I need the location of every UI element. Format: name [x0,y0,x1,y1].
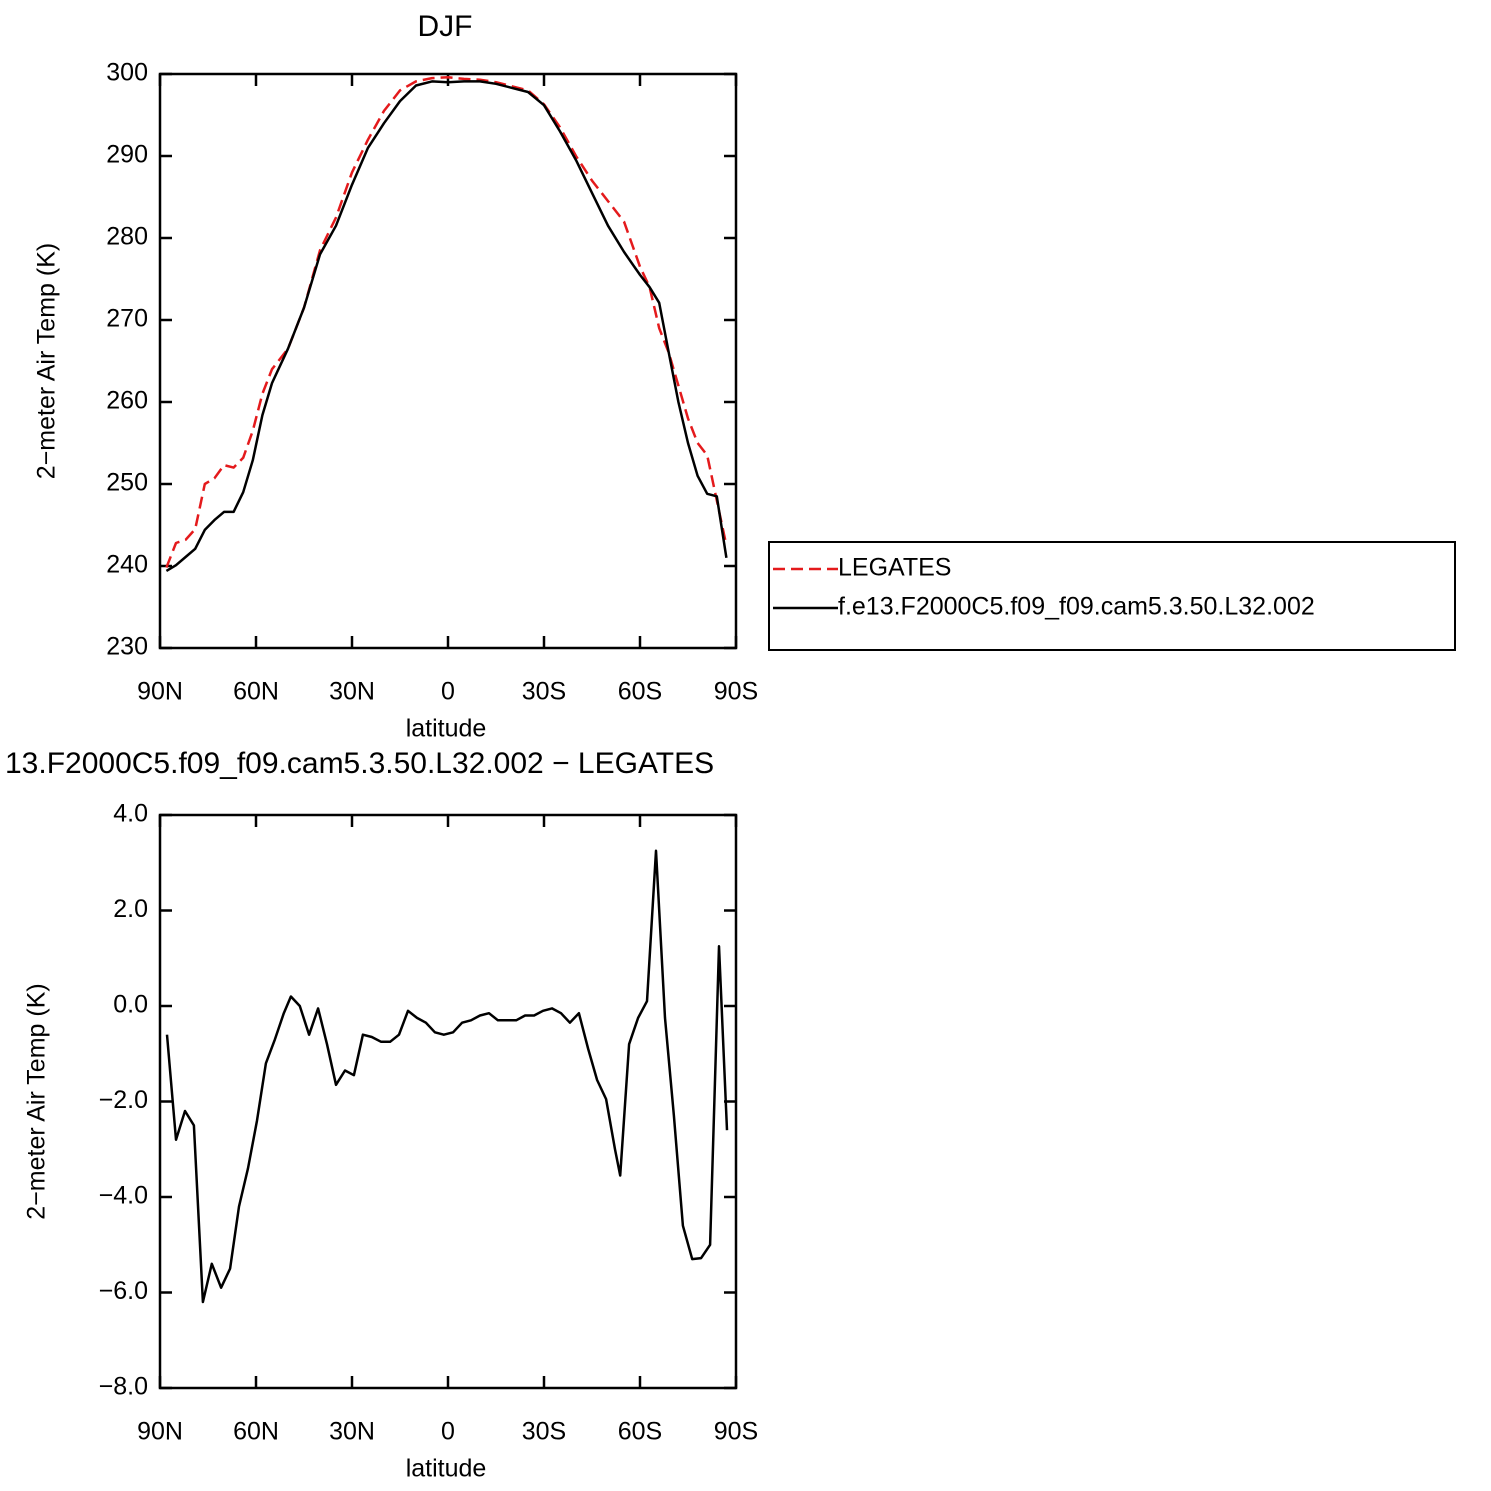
x-tick-label: 30S [522,678,566,706]
chart-title: 13.F2000C5.f09_f09.cam5.3.50.L32.002 − L… [5,747,714,780]
x-tick-label: 90N [137,678,183,706]
chart-title: DJF [418,10,473,43]
y-tick-label: 300 [106,59,148,87]
x-tick-label: 60S [618,678,662,706]
y-tick-label: −4.0 [99,1182,148,1210]
y-tick-label: 290 [106,141,148,169]
y-tick-label: 0.0 [113,991,148,1019]
x-tick-label: 30N [329,1418,375,1446]
x-tick-label: 90S [714,678,758,706]
x-tick-label: 30N [329,678,375,706]
y-tick-label: 260 [106,387,148,415]
x-tick-label: 60S [618,1418,662,1446]
y-tick-label: 280 [106,223,148,251]
x-tick-label: 90N [137,1418,183,1446]
x-tick-label: 30S [522,1418,566,1446]
legend-box [768,541,1456,651]
x-tick-label: 90S [714,1418,758,1446]
x-axis-label: latitude [406,715,487,743]
x-tick-label: 60N [233,678,279,706]
y-tick-label: 230 [106,633,148,661]
y-tick-label: −6.0 [99,1277,148,1305]
y-tick-label: 2.0 [113,895,148,923]
y-axis-label: 2−meter Air Temp (K) [23,983,51,1219]
plot-frame [158,72,738,650]
plot-frame [158,813,738,1390]
x-axis-label: latitude [406,1455,487,1483]
y-axis-label: 2−meter Air Temp (K) [33,243,61,479]
data-line [165,849,729,1304]
data-line [165,76,728,569]
legend-label: LEGATES [838,554,951,582]
y-tick-label: 270 [106,305,148,333]
y-tick-label: −2.0 [99,1086,148,1114]
legend-label: f.e13.F2000C5.f09_f09.cam5.3.50.L32.002 [838,593,1315,621]
x-tick-label: 0 [441,678,455,706]
x-tick-label: 60N [233,1418,279,1446]
y-tick-label: −8.0 [99,1373,148,1401]
data-line [165,80,728,572]
x-tick-label: 0 [441,1418,455,1446]
y-tick-label: 4.0 [113,800,148,828]
y-tick-label: 250 [106,469,148,497]
y-tick-label: 240 [106,551,148,579]
